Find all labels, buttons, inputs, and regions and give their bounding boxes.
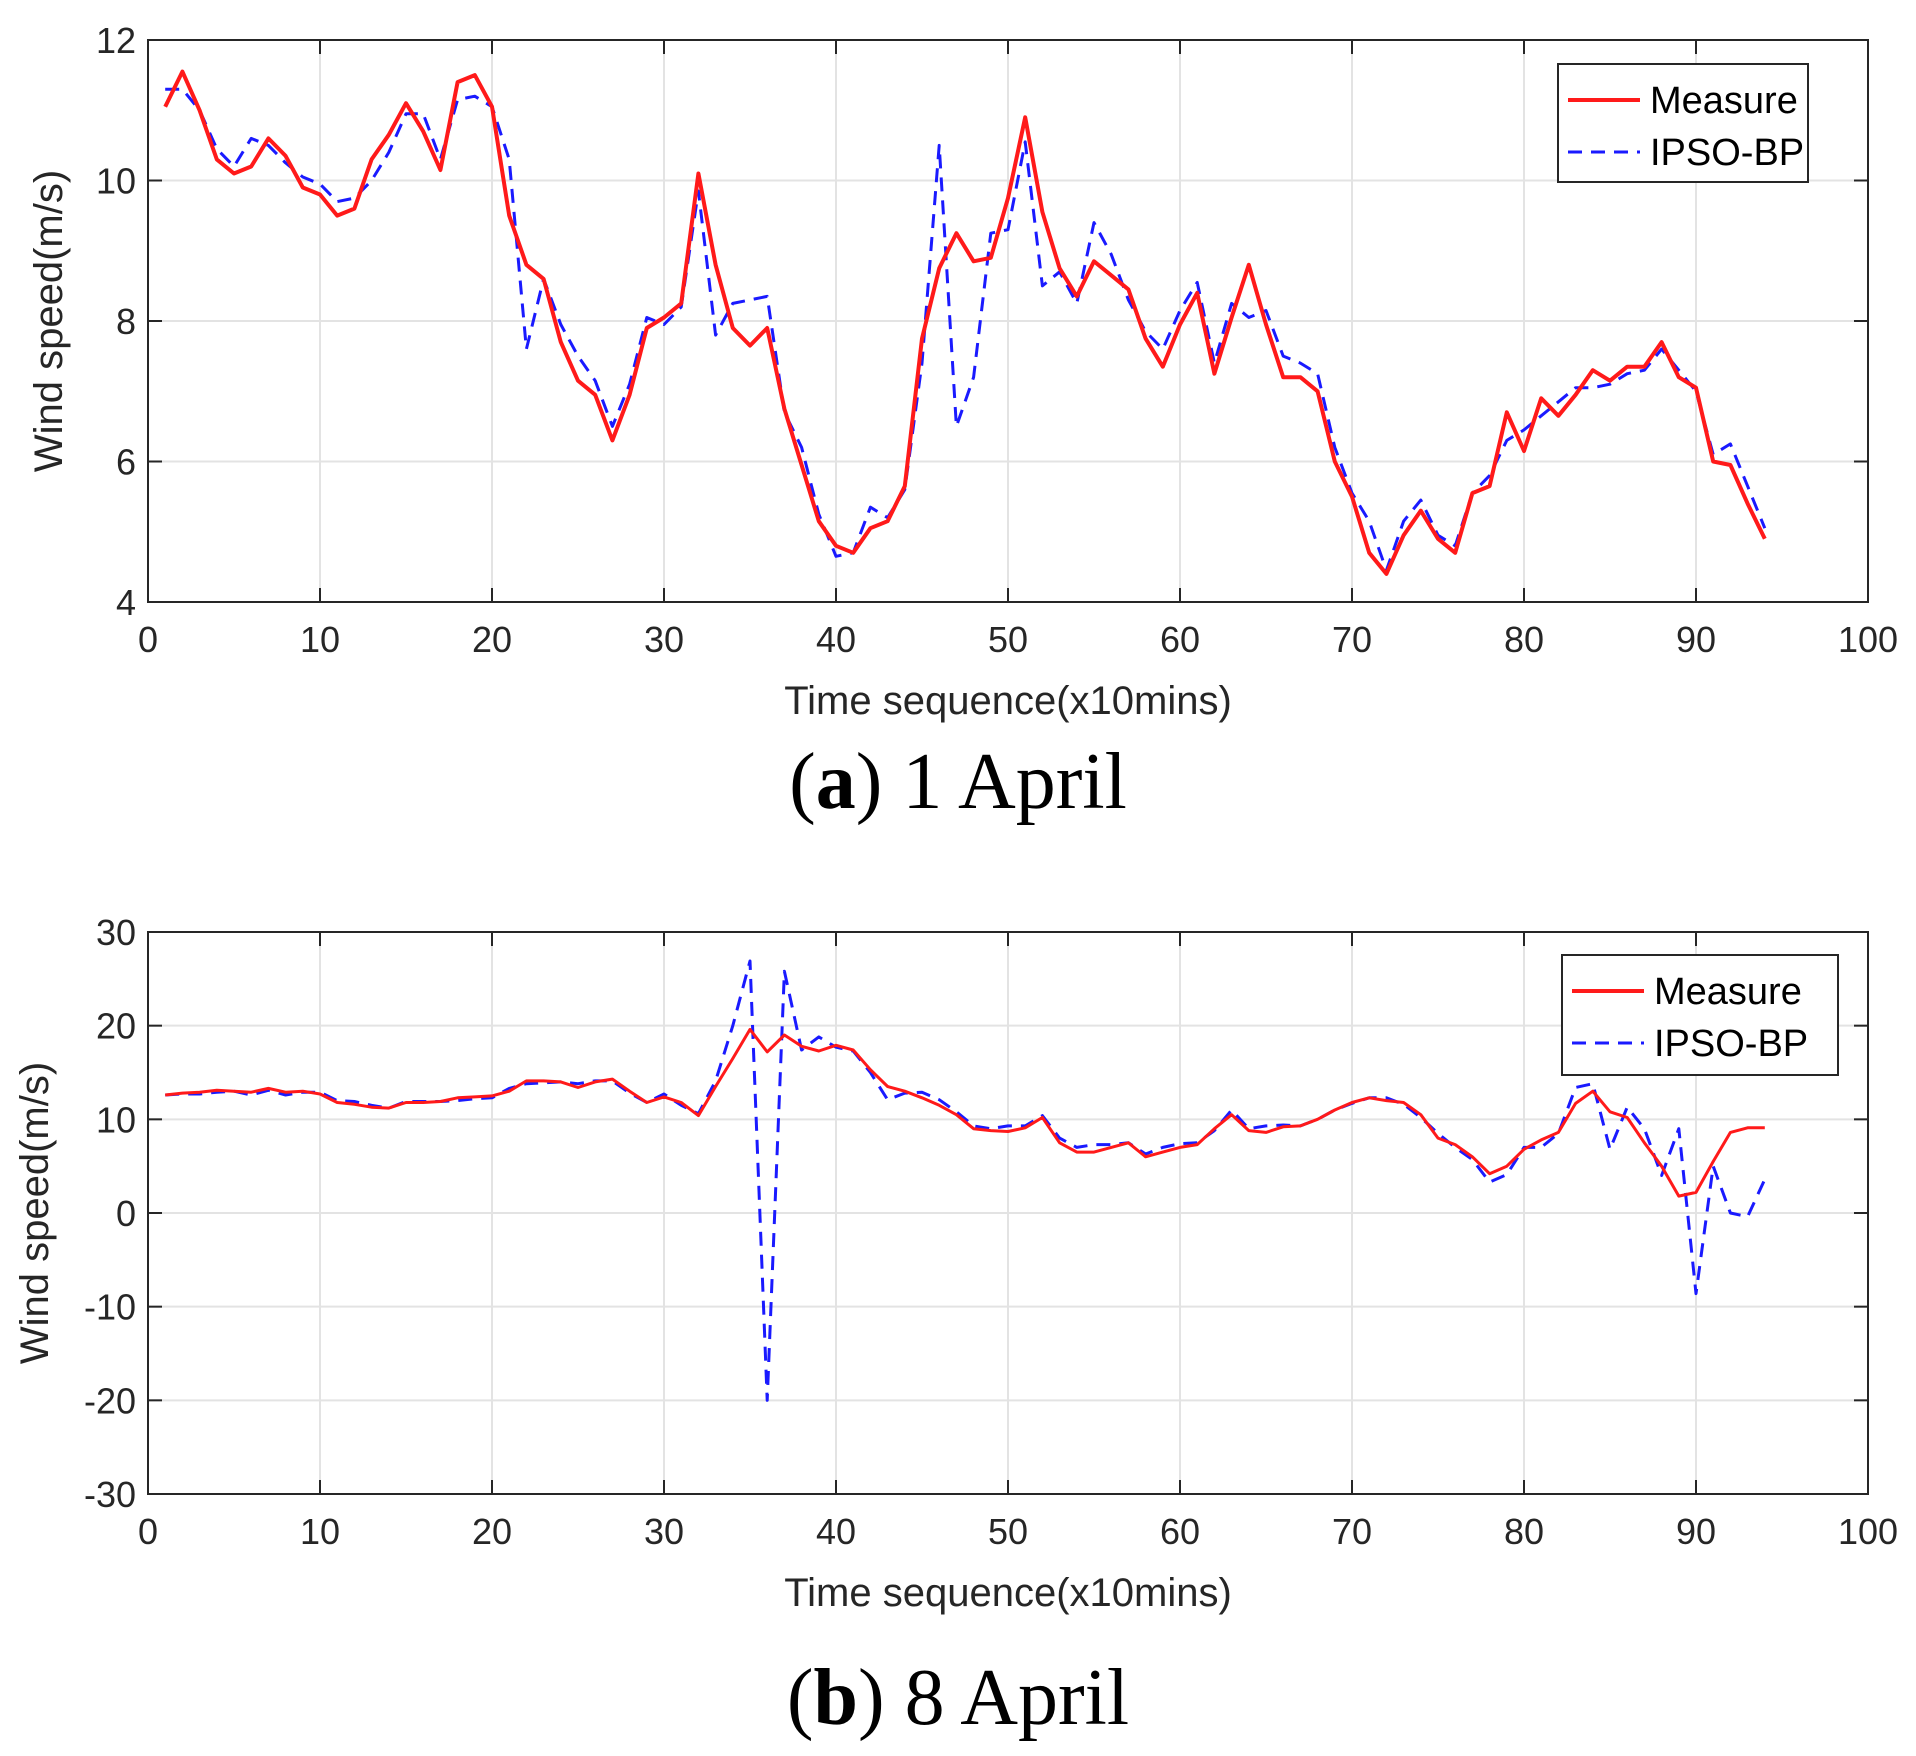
- chart-caption: (b) 8 April: [787, 1654, 1129, 1742]
- y-tick-label: -10: [84, 1287, 136, 1328]
- chart-a-1-april: 0 10 20 30 40 50 60 70 80 90 100 4 6 8 10 12 Measure IPSO…: [27, 20, 1898, 826]
- chart-caption: (a) 1 April: [789, 738, 1127, 826]
- y-tick-label: 20: [96, 1006, 136, 1047]
- x-tick-label: 0: [138, 1511, 158, 1552]
- x-tick-label: 60: [1160, 1511, 1200, 1552]
- x-tick-label: 50: [988, 619, 1028, 660]
- x-axis-label: Time sequence(x10mins): [784, 679, 1232, 723]
- legend-label: IPSO-BP: [1650, 132, 1804, 174]
- series-line-ipso-bp: [165, 959, 1767, 1402]
- x-tick-label: 20: [472, 619, 512, 660]
- y-tick-label: 30: [96, 912, 136, 953]
- series-line-measure: [165, 1027, 1765, 1198]
- x-tick-label: 100: [1838, 1511, 1898, 1552]
- series-lines: [163, 69, 1767, 576]
- x-tick-label: 20: [472, 1511, 512, 1552]
- x-tick-label: 100: [1838, 619, 1898, 660]
- x-tick-label: 30: [644, 1511, 684, 1552]
- y-tick-label: 8: [116, 301, 136, 342]
- legend-box: [1557, 63, 1809, 183]
- x-tick-label: 60: [1160, 619, 1200, 660]
- caption-close-paren: ): [858, 1654, 905, 1742]
- axes-box: [147, 39, 1869, 603]
- x-tick-label: 10: [300, 619, 340, 660]
- caption-letter: b: [814, 1654, 859, 1742]
- y-tick-label: 10: [96, 161, 136, 202]
- caption-text: 1 April: [902, 738, 1126, 826]
- legend-box: [1561, 954, 1839, 1076]
- y-tick-label: 10: [96, 1099, 136, 1140]
- x-tick-label: 40: [816, 1511, 856, 1552]
- y-tick-label: 4: [116, 582, 136, 623]
- x-tick-label: 80: [1504, 1511, 1544, 1552]
- y-axis-label: Wind speed(m/s): [13, 1062, 57, 1364]
- x-tick-label: 30: [644, 619, 684, 660]
- y-tick-label: 6: [116, 442, 136, 483]
- y-tick-label: -20: [84, 1380, 136, 1421]
- legend-label: IPSO-BP: [1654, 1023, 1808, 1065]
- x-tick-label: 40: [816, 619, 856, 660]
- legend-label: Measure: [1650, 80, 1798, 122]
- caption-open-paren: (: [789, 738, 816, 826]
- x-tick-label: 10: [300, 1511, 340, 1552]
- series-line-measure: [163, 69, 1767, 576]
- caption-close-paren: ): [856, 738, 903, 826]
- y-tick-label: 12: [96, 20, 136, 61]
- y-tick-label: -30: [84, 1474, 136, 1515]
- x-axis-label: Time sequence(x10mins): [784, 1571, 1232, 1615]
- x-tick-label: 0: [138, 619, 158, 660]
- caption-open-paren: (: [787, 1654, 814, 1742]
- y-axis-label: Wind speed(m/s): [27, 170, 71, 472]
- caption-text: 8 April: [905, 1654, 1129, 1742]
- chart-b-8-april: 0 10 20 30 40 50 60 70 80 90 100 -30 -20 -10 0 10 20 30 Me…: [13, 912, 1898, 1742]
- x-tick-label: 70: [1332, 1511, 1372, 1552]
- series-lines: [165, 959, 1767, 1402]
- x-tick-label: 50: [988, 1511, 1028, 1552]
- caption-letter: a: [816, 738, 856, 826]
- axes-box: [147, 931, 1869, 1495]
- x-tick-label: 80: [1504, 619, 1544, 660]
- legend-label: Measure: [1654, 971, 1802, 1013]
- y-tick-label: 0: [116, 1193, 136, 1234]
- x-tick-label: 90: [1676, 619, 1716, 660]
- x-tick-label: 70: [1332, 619, 1372, 660]
- x-tick-label: 90: [1676, 1511, 1716, 1552]
